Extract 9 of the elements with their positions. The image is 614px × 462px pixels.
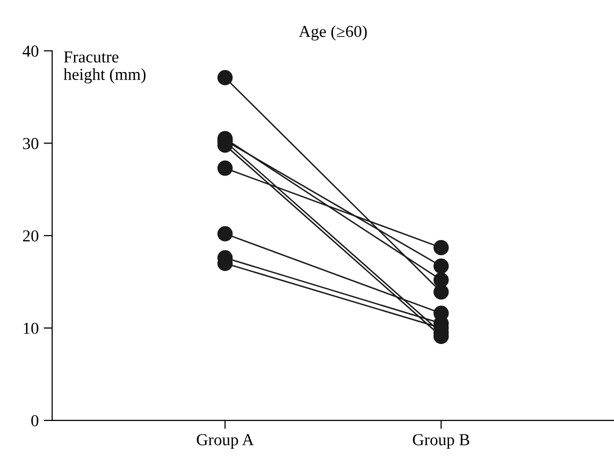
x-tick-label: Group B (412, 434, 470, 449)
y-tick-label: 10 (24, 322, 38, 334)
x-tick-label: Group A (196, 434, 254, 449)
y-tick-label: 30 (23, 138, 38, 150)
y-tick-label: 20 (23, 230, 38, 242)
chart-title: Age (≥60) (298, 25, 367, 41)
y-tick-label: 0 (31, 415, 38, 426)
y-axis-title: Fracutre height (mm) (64, 51, 146, 84)
y-tick-label: 40 (22, 46, 38, 57)
